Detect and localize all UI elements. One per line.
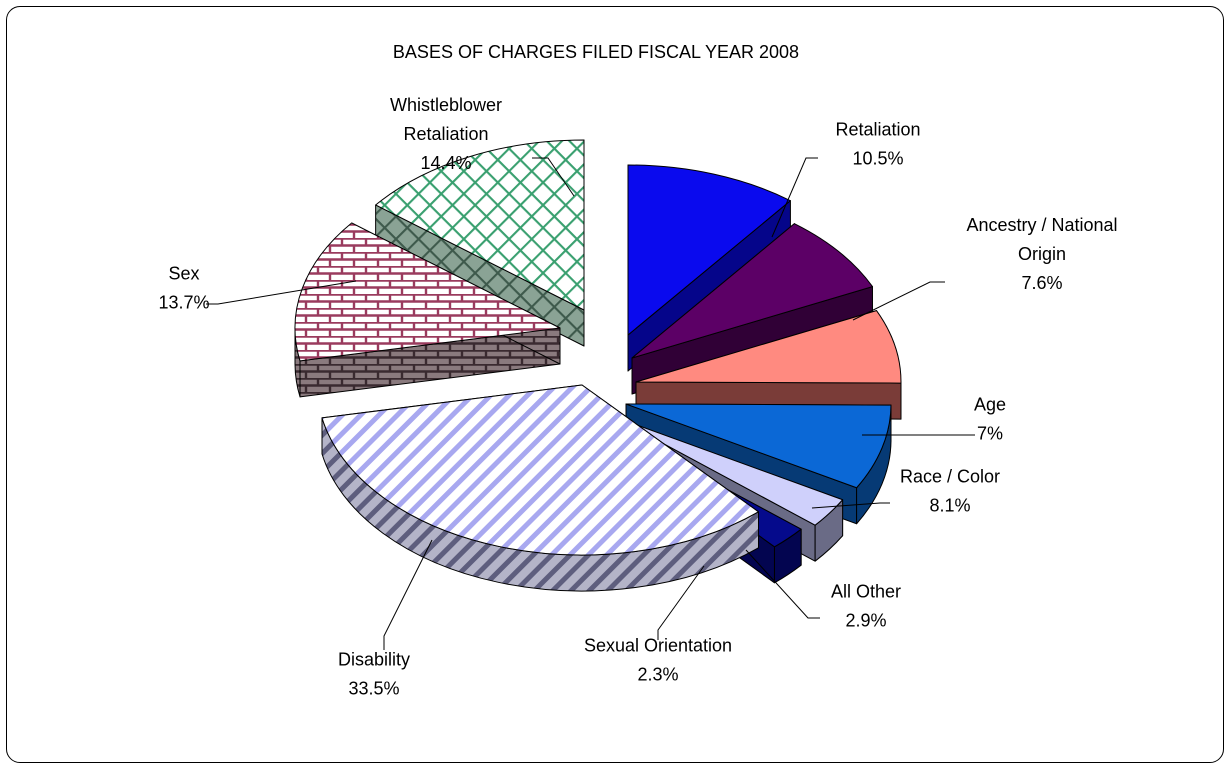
- data-label-ancestry-national-origin: Ancestry / National Origin 7.6%: [966, 215, 1117, 293]
- chart-frame: [6, 6, 1224, 763]
- leader-line-disability: [383, 539, 433, 650]
- leader-line-sexual-orientation: [657, 565, 705, 640]
- data-label-age: Age 7%: [974, 395, 1006, 444]
- leader-line-ancestry-national-origin: [852, 281, 945, 321]
- data-label-sex: Sex 13.7%: [158, 264, 209, 313]
- leader-line-all-other: [745, 549, 820, 619]
- pie-slice-disability: [321, 384, 759, 592]
- data-label-race-color: Race / Color 8.1%: [900, 467, 1000, 516]
- pie-slice-age: [635, 310, 902, 420]
- data-label-retaliation: Retaliation 10.5%: [835, 120, 920, 169]
- leader-line-retaliation: [771, 157, 818, 238]
- leader-line-sex: [206, 280, 357, 305]
- data-label-sexual-orientation: Sexual Orientation 2.3%: [584, 636, 732, 685]
- data-label-all-other: All Other 2.9%: [831, 582, 901, 631]
- pie-slice-sex: [294, 222, 561, 398]
- data-label-disability: Disability 33.5%: [338, 650, 410, 699]
- data-label-whistleblower-retaliation: Whistleblower Retaliation 14.4%: [390, 95, 502, 173]
- chart-title: BASES OF CHARGES FILED FISCAL YEAR 2008: [393, 42, 799, 62]
- leader-line-race-color: [811, 502, 890, 509]
- leader-line-whistleblower-retaliation: [532, 157, 575, 197]
